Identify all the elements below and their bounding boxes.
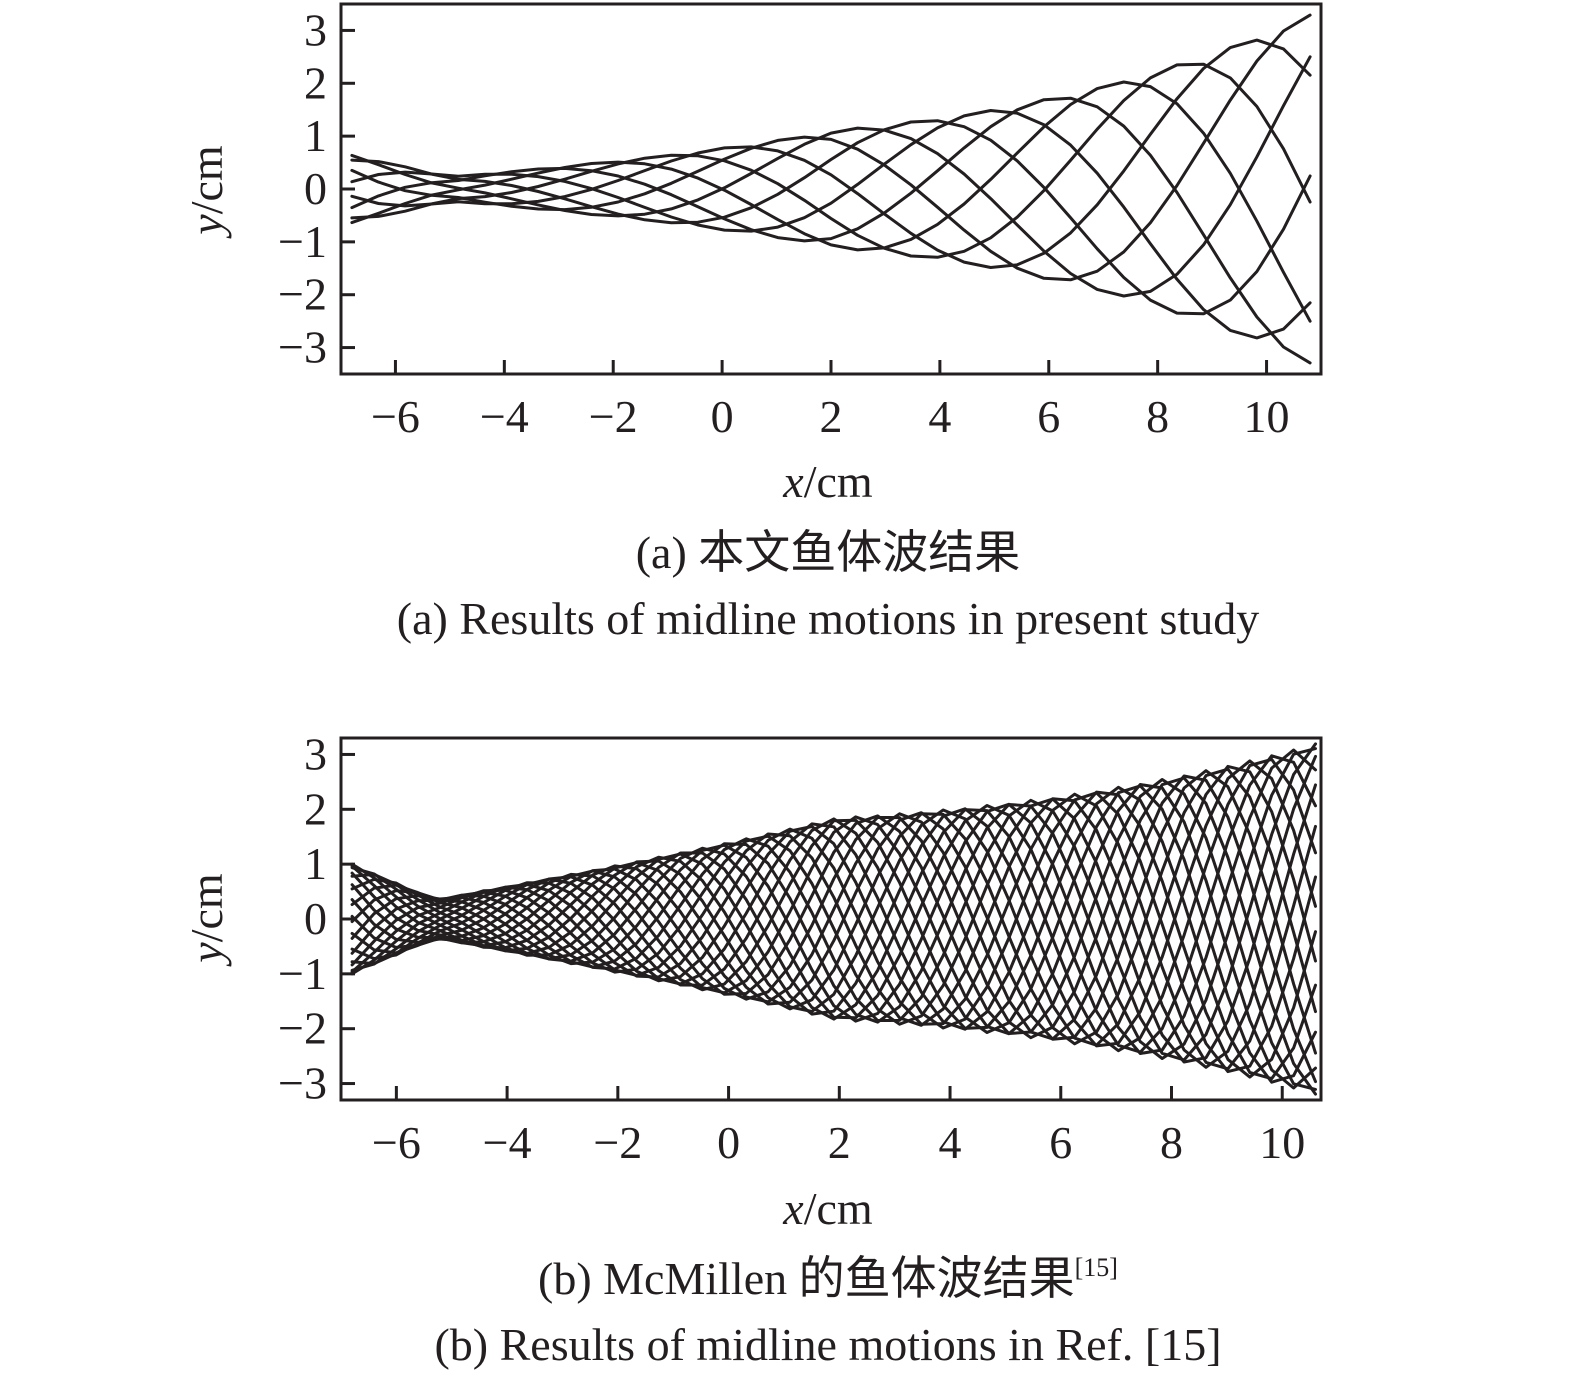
y-tick-label: −1 — [278, 948, 327, 999]
x-tick-label: 6 — [1049, 1117, 1072, 1168]
y-tick-label: 2 — [304, 783, 327, 834]
panel-b-y-ticks — [341, 752, 355, 1086]
panel-a-y-axis-label: y/cm — [181, 145, 232, 239]
panel-a-caption-chinese: (a) 本文鱼体波结果 — [636, 527, 1021, 578]
midline-curve — [350, 38, 1312, 269]
midline-curve — [350, 754, 1317, 1054]
y-tick-label: −3 — [278, 1058, 327, 1109]
x-tick-label: −4 — [480, 391, 529, 442]
midline-curve — [350, 792, 1317, 1071]
x-tick-label: 0 — [717, 1117, 740, 1168]
midline-curve — [350, 109, 1312, 340]
x-tick-label: 8 — [1160, 1117, 1183, 1168]
midline-curve — [350, 55, 1312, 298]
panel-b-caption-english: (b) Results of midline motions in Ref. [… — [434, 1319, 1221, 1370]
x-tick-label: 0 — [711, 391, 734, 442]
y-tick-label: −2 — [278, 269, 327, 320]
x-tick-label: 4 — [928, 391, 951, 442]
midline-curve — [350, 96, 1312, 365]
y-tick-label: 1 — [304, 110, 327, 161]
panel-a-x-ticks — [393, 360, 1269, 374]
panel-a-caption-english: (a) Results of midline motions in presen… — [397, 593, 1259, 644]
x-tick-label: 4 — [939, 1117, 962, 1168]
y-tick-label: 0 — [304, 163, 327, 214]
y-tick-label: 3 — [304, 728, 327, 779]
midline-curve — [350, 783, 1317, 1069]
x-tick-label: 10 — [1259, 1117, 1305, 1168]
panel-b-caption-chinese: (b) McMillen 的鱼体波结果[15] — [538, 1253, 1118, 1304]
y-tick-label: −2 — [278, 1003, 327, 1054]
x-tick-label: −6 — [372, 1117, 421, 1168]
x-tick-label: −6 — [371, 391, 420, 442]
y-tick-label: 0 — [304, 893, 327, 944]
x-tick-label: −2 — [589, 391, 638, 442]
x-tick-label: 2 — [828, 1117, 851, 1168]
x-tick-label: 6 — [1037, 391, 1060, 442]
panel-a-x-axis-label: x/cm — [782, 456, 873, 507]
midline-curve — [350, 742, 1317, 1062]
midline-curve — [350, 62, 1312, 259]
y-tick-label: −1 — [278, 216, 327, 267]
panel-b-x-tick-labels: −6 −4 −2 0 2 4 6 8 10 — [372, 1117, 1305, 1168]
panel-a-midline-curves — [350, 13, 1312, 365]
x-tick-label: 2 — [820, 391, 843, 442]
midline-curve — [350, 754, 1317, 1064]
midline-curve — [350, 747, 1317, 1060]
x-tick-label: −2 — [593, 1117, 642, 1168]
panel-a-y-ticks — [341, 28, 355, 350]
midline-curve — [350, 759, 1317, 1048]
x-tick-label: −4 — [483, 1117, 532, 1168]
y-tick-label: −3 — [278, 322, 327, 373]
midline-curve — [350, 757, 1317, 1053]
midline-curve — [350, 13, 1312, 282]
panel-b-midline-curves — [350, 742, 1317, 1096]
y-tick-label: 2 — [304, 57, 327, 108]
panel-b-y-axis-label: y/cm — [181, 873, 232, 967]
midline-curve — [350, 80, 1312, 323]
panel-b-x-axis-label: x/cm — [782, 1183, 873, 1234]
y-tick-label: 3 — [304, 4, 327, 55]
y-tick-label: 1 — [304, 838, 327, 889]
panel-b-x-ticks — [394, 1086, 1284, 1100]
x-tick-label: 8 — [1146, 391, 1169, 442]
panel-a-x-tick-labels: −6 −4 −2 0 2 4 6 8 10 — [371, 391, 1290, 442]
midline-curve — [350, 119, 1312, 316]
x-tick-label: 10 — [1244, 391, 1290, 442]
